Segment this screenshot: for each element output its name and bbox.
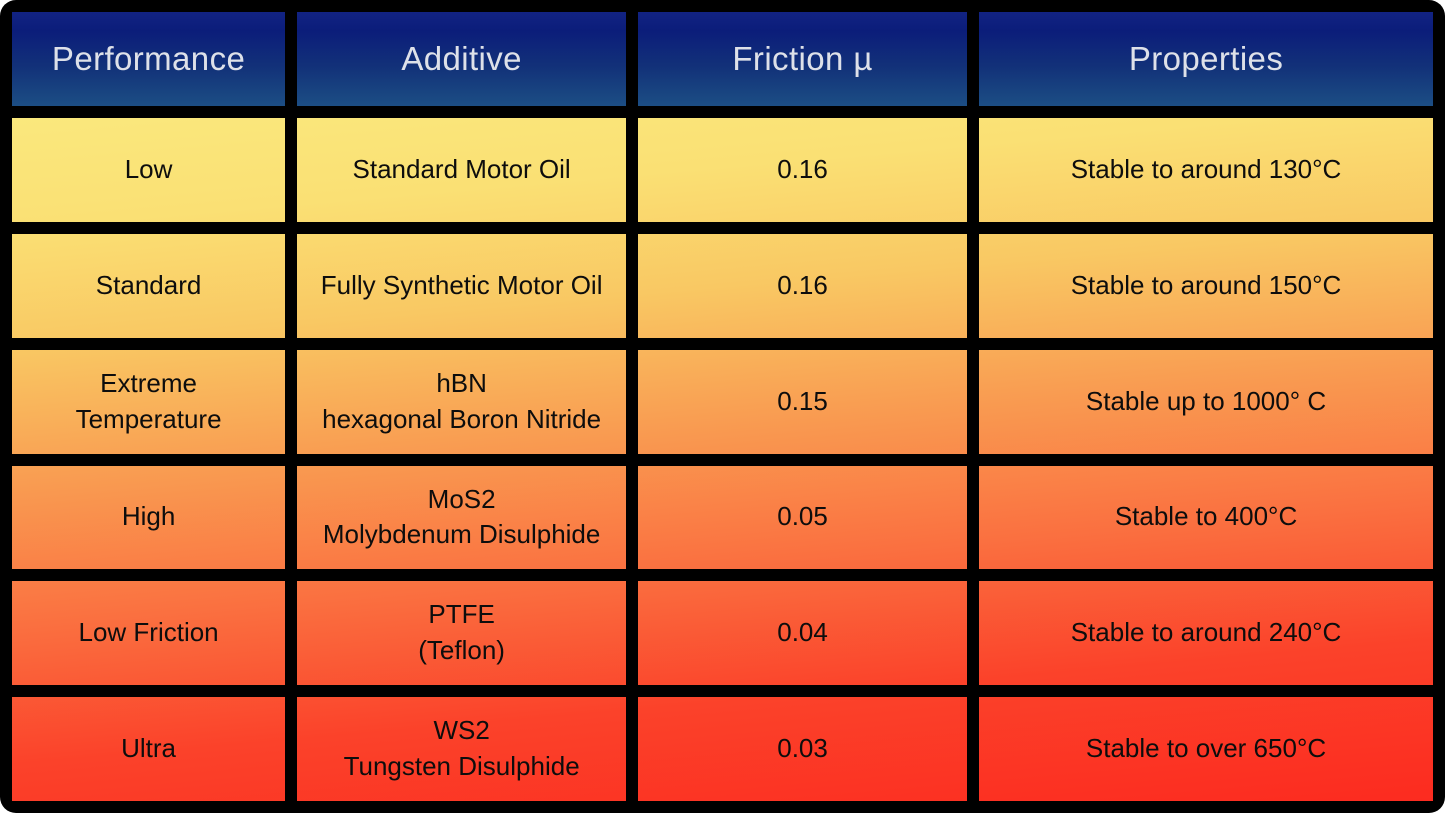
cell-row6-friction-value: 0.03 xyxy=(777,733,828,764)
cell-row4-friction: 0.05 xyxy=(632,459,974,576)
cell-row1-performance-value: Low xyxy=(124,153,173,184)
cell-row5-additive-value: PTFE (Teflon) xyxy=(418,599,505,666)
column-header-properties-label: Properties xyxy=(1128,40,1284,77)
cell-row6-properties: Stable to over 650°C xyxy=(973,691,1439,807)
cell-row2-additive: Fully Synthetic Motor Oil xyxy=(291,227,633,344)
cell-row1-properties-value: Stable to around 130°C xyxy=(1070,153,1342,184)
cell-row6-performance-value: Ultra xyxy=(121,733,177,764)
cell-row4-properties-value: Stable to 400°C xyxy=(1114,501,1298,532)
cell-row3-friction-value: 0.15 xyxy=(777,385,828,416)
cell-row2-performance-value: Standard xyxy=(95,269,202,300)
cell-row4-additive: MoS2 Molybdenum Disulphide xyxy=(291,459,633,576)
column-header-friction-label: Friction µ xyxy=(732,40,873,77)
cell-row3-additive-value: hBN hexagonal Boron Nitride xyxy=(322,367,602,434)
cell-row5-properties: Stable to around 240°C xyxy=(973,575,1439,692)
cell-row5-properties-value: Stable to around 240°C xyxy=(1070,617,1342,648)
cell-row4-additive-value: MoS2 Molybdenum Disulphide xyxy=(322,483,601,550)
column-header-friction: Friction µ xyxy=(632,6,974,112)
cell-row1-friction: 0.16 xyxy=(632,112,974,228)
cell-row6-additive: WS2 Tungsten Disulphide xyxy=(291,691,633,807)
cell-row6-performance: Ultra xyxy=(6,691,292,807)
column-header-additive: Additive xyxy=(291,6,633,112)
cell-row2-additive-value: Fully Synthetic Motor Oil xyxy=(320,269,603,300)
cell-row5-friction-value: 0.04 xyxy=(777,617,828,648)
lubricant-additive-table: Performance Additive Friction µ Properti… xyxy=(6,6,1439,807)
cell-row2-properties: Stable to around 150°C xyxy=(973,227,1439,344)
cell-row5-additive: PTFE (Teflon) xyxy=(291,575,633,692)
cell-row1-properties: Stable to around 130°C xyxy=(973,112,1439,228)
cell-row2-performance: Standard xyxy=(6,227,292,344)
cell-row1-friction-value: 0.16 xyxy=(777,153,828,184)
cell-row6-additive-value: WS2 Tungsten Disulphide xyxy=(343,715,580,782)
cell-row6-properties-value: Stable to over 650°C xyxy=(1085,733,1327,764)
cell-row2-properties-value: Stable to around 150°C xyxy=(1070,269,1342,300)
cell-row3-properties: Stable up to 1000° C xyxy=(973,343,1439,460)
column-header-performance-label: Performance xyxy=(51,40,246,77)
cell-row2-friction: 0.16 xyxy=(632,227,974,344)
cell-row6-friction: 0.03 xyxy=(632,691,974,807)
column-header-properties: Properties xyxy=(973,6,1439,112)
cell-row4-friction-value: 0.05 xyxy=(777,501,828,532)
cell-row3-friction: 0.15 xyxy=(632,343,974,460)
cell-row5-friction: 0.04 xyxy=(632,575,974,692)
cell-row3-performance: Extreme Temperature xyxy=(6,343,292,460)
cell-row5-performance-value: Low Friction xyxy=(78,617,219,648)
cell-row4-performance: High xyxy=(6,459,292,576)
cell-row4-performance-value: High xyxy=(121,501,176,532)
cell-row3-additive: hBN hexagonal Boron Nitride xyxy=(291,343,633,460)
cell-row3-performance-value: Extreme Temperature xyxy=(75,367,222,434)
column-header-performance: Performance xyxy=(6,6,292,112)
cell-row2-friction-value: 0.16 xyxy=(777,269,828,300)
cell-row1-additive: Standard Motor Oil xyxy=(291,112,633,228)
cell-row1-performance: Low xyxy=(6,112,292,228)
column-header-additive-label: Additive xyxy=(401,40,522,77)
cell-row4-properties: Stable to 400°C xyxy=(973,459,1439,576)
cell-row1-additive-value: Standard Motor Oil xyxy=(352,153,571,184)
cell-row3-properties-value: Stable up to 1000° C xyxy=(1085,385,1327,416)
cell-row5-performance: Low Friction xyxy=(6,575,292,692)
